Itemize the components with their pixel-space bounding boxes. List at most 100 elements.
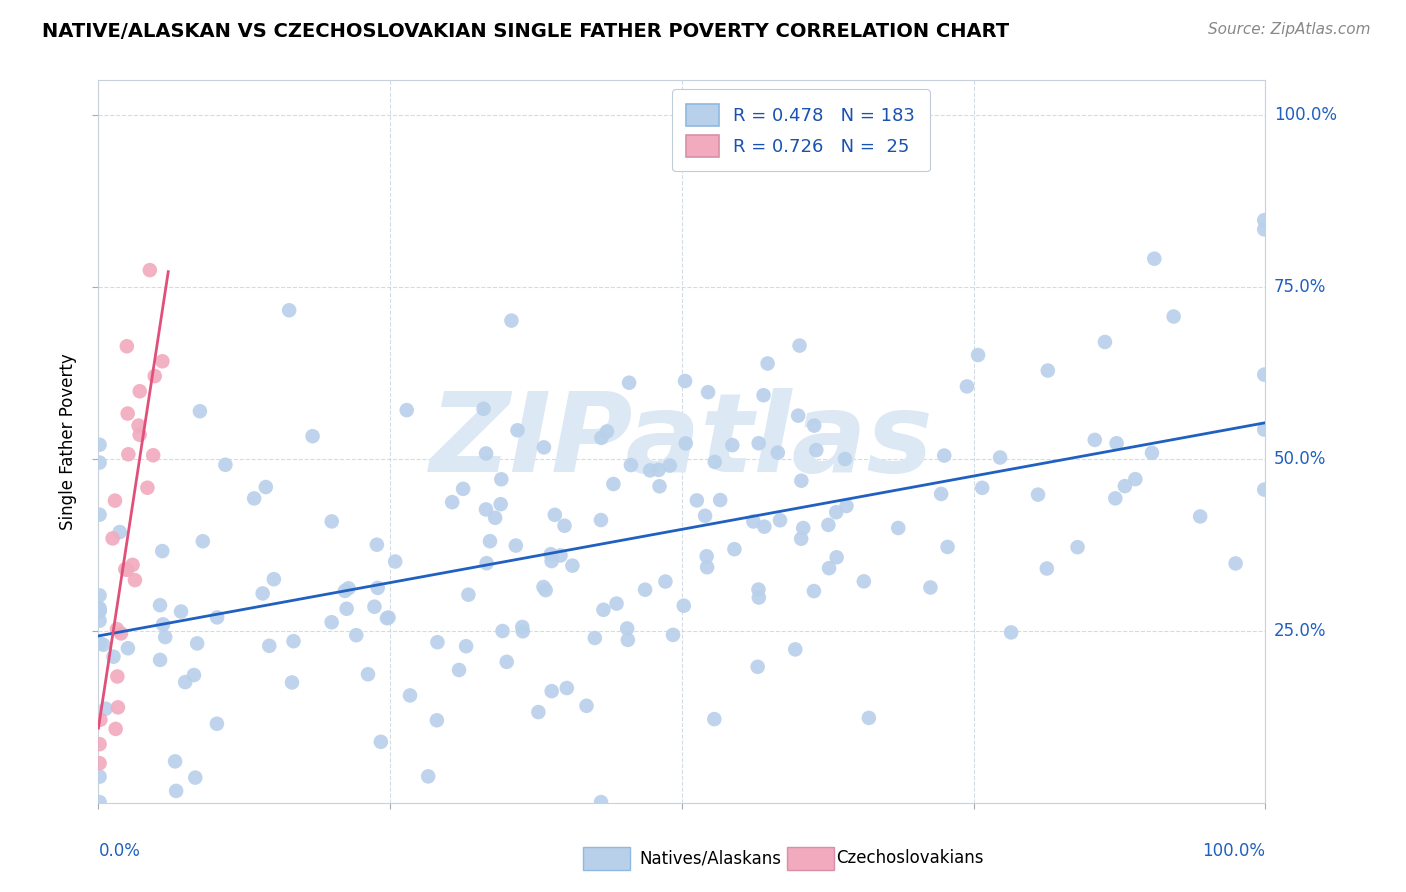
Point — [117, 407, 139, 421]
Point — [540, 547, 562, 561]
Point — [103, 649, 125, 664]
Point — [205, 610, 228, 624]
Point — [591, 431, 613, 445]
Point — [115, 339, 138, 353]
Point — [89, 508, 111, 522]
Point — [188, 404, 211, 418]
Point — [858, 711, 880, 725]
Point — [370, 735, 392, 749]
Point — [602, 477, 624, 491]
Point — [283, 634, 305, 648]
Point — [723, 542, 745, 557]
Text: 100.0%: 100.0% — [1274, 105, 1337, 124]
Point — [769, 513, 792, 527]
Point — [803, 584, 825, 599]
Point — [1105, 436, 1128, 450]
Point — [301, 429, 323, 443]
Point — [150, 544, 173, 558]
Point — [336, 601, 359, 615]
Point — [333, 583, 356, 598]
Point — [128, 384, 150, 399]
Point — [472, 401, 495, 416]
Point — [592, 603, 614, 617]
Point — [491, 472, 513, 486]
Point — [91, 638, 114, 652]
Point — [89, 770, 111, 784]
Point — [792, 521, 814, 535]
Point — [972, 481, 994, 495]
Point — [107, 700, 129, 714]
Point — [136, 481, 159, 495]
Point — [321, 515, 343, 529]
Point — [550, 549, 572, 563]
Point — [89, 601, 111, 615]
Point — [1123, 472, 1146, 486]
Point — [384, 554, 406, 568]
Point — [825, 550, 848, 565]
Point — [1253, 222, 1275, 236]
Point — [377, 610, 399, 624]
Point — [475, 446, 498, 460]
Point — [540, 684, 562, 698]
Point — [89, 737, 111, 751]
Point — [484, 510, 506, 524]
Point — [647, 463, 669, 477]
Point — [89, 636, 111, 650]
Point — [790, 532, 813, 546]
Point — [789, 338, 811, 352]
Point — [512, 624, 534, 639]
Point — [825, 505, 848, 519]
Point — [1253, 423, 1275, 437]
Text: Natives/Alaskans: Natives/Alaskans — [640, 849, 782, 867]
Point — [658, 458, 681, 473]
Point — [835, 499, 858, 513]
Point — [165, 784, 187, 798]
Point — [596, 425, 619, 439]
Point — [617, 376, 640, 390]
Point — [818, 561, 841, 575]
Point — [1253, 483, 1275, 497]
Point — [94, 702, 117, 716]
Point — [128, 427, 150, 442]
Point — [1066, 540, 1088, 554]
Point — [534, 583, 557, 598]
Point — [672, 599, 695, 613]
Text: 50.0%: 50.0% — [1274, 450, 1326, 467]
Point — [375, 611, 398, 625]
Point — [506, 423, 529, 437]
Point — [748, 436, 770, 450]
Point — [108, 524, 131, 539]
Point — [616, 622, 638, 636]
Point — [170, 605, 193, 619]
Text: 25.0%: 25.0% — [1274, 622, 1326, 640]
Point — [117, 447, 139, 461]
Point — [1253, 213, 1275, 227]
Point — [89, 795, 111, 809]
Text: Source: ZipAtlas.com: Source: ZipAtlas.com — [1208, 22, 1371, 37]
Point — [967, 348, 990, 362]
Point — [988, 450, 1011, 465]
Point — [934, 449, 956, 463]
Point — [533, 441, 555, 455]
Point — [1253, 368, 1275, 382]
Point — [620, 458, 643, 472]
Point — [366, 538, 388, 552]
Point — [191, 534, 214, 549]
Point — [89, 456, 111, 470]
Y-axis label: Single Father Poverty: Single Father Poverty — [59, 353, 77, 530]
Point — [583, 631, 606, 645]
Point — [721, 438, 744, 452]
Point — [634, 582, 657, 597]
Point — [686, 493, 709, 508]
Point — [1036, 561, 1059, 575]
Point — [806, 443, 828, 458]
Point — [501, 313, 523, 327]
Point — [752, 388, 775, 402]
Point — [243, 491, 266, 506]
Point — [149, 599, 172, 613]
Point — [747, 660, 769, 674]
Text: 75.0%: 75.0% — [1274, 277, 1326, 296]
Point — [143, 369, 166, 384]
Text: 0.0%: 0.0% — [98, 842, 141, 860]
Point — [278, 303, 301, 318]
